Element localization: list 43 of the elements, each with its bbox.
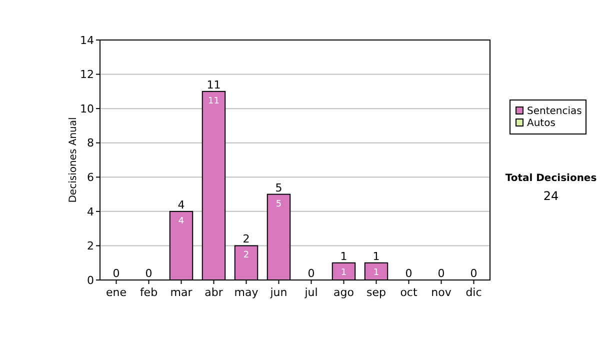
total-label: 1: [372, 250, 380, 263]
data-label: 11: [208, 96, 220, 106]
x-tick-label: jun: [269, 286, 288, 299]
total-label: 5: [275, 181, 282, 194]
data-label: 2: [243, 250, 250, 261]
x-tick-label: dic: [466, 286, 482, 299]
data-label: 4: [178, 216, 184, 226]
y-tick-label: 6: [87, 170, 94, 184]
x-tick-label: mar: [170, 286, 193, 299]
y-tick-label: 2: [87, 240, 94, 253]
total-label: 0: [112, 267, 120, 280]
data-label: 1: [340, 268, 347, 278]
data-label: 5: [276, 199, 282, 210]
legend-label: Autos: [527, 118, 556, 129]
y-tick-label: 0: [87, 274, 94, 287]
legend-label: Sentencias: [527, 106, 582, 117]
y-tick-label: 10: [80, 102, 94, 116]
total-label: 0: [438, 267, 445, 280]
x-tick-label: ene: [106, 286, 127, 299]
x-tick-label: nov: [431, 286, 452, 299]
data-label: 1: [373, 268, 380, 278]
x-tick-label: abr: [204, 286, 224, 299]
total-label: 0: [308, 267, 315, 280]
x-tick-label: may: [234, 286, 259, 299]
total-label: 0: [145, 267, 152, 280]
x-tick-label: oct: [400, 286, 418, 299]
x-tick-label: ago: [334, 286, 354, 299]
total-label: 4: [178, 198, 185, 212]
x-tick-label: sep: [366, 286, 386, 299]
text: 24: [543, 189, 559, 203]
y-tick-label: 12: [80, 68, 94, 82]
total-label: 11: [206, 78, 221, 92]
y-tick-label: 14: [80, 34, 94, 47]
total-label: 0: [405, 267, 412, 280]
total-label: 0: [470, 267, 478, 280]
total-label: 2: [242, 232, 250, 246]
y-tick-label: 8: [87, 136, 94, 150]
x-tick-label: jul: [304, 286, 318, 299]
total-label: 1: [340, 250, 348, 263]
y-tick-label: 4: [87, 205, 94, 218]
y-axis-title: Decisiones Anual: [68, 117, 79, 203]
text: Total Decisiones: [505, 173, 597, 184]
x-tick-label: feb: [140, 286, 158, 299]
